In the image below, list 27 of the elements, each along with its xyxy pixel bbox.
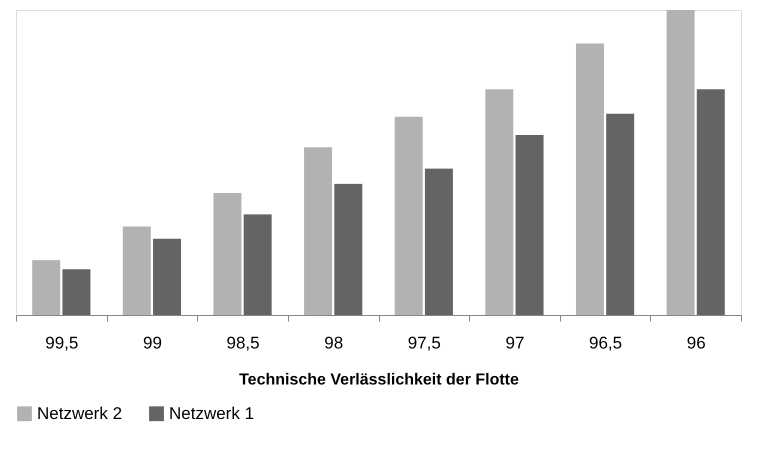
bar [576, 44, 604, 315]
bar [516, 135, 544, 315]
x-tick-label: 98,5 [226, 334, 260, 352]
bar [62, 269, 90, 315]
bar [666, 10, 695, 315]
bar [153, 238, 182, 315]
legend-label: Netzwerk 2 [37, 404, 122, 423]
bar [32, 260, 60, 315]
x-tick-label: 99 [142, 334, 162, 352]
x-tick-label: 96 [686, 334, 706, 352]
bar [213, 193, 242, 315]
legend-label: Netzwerk 1 [169, 404, 254, 423]
bar [696, 89, 725, 315]
bar [394, 116, 423, 315]
x-tick-label: 97,5 [408, 334, 441, 352]
bar [424, 168, 453, 315]
bar [334, 184, 362, 315]
bar [304, 147, 332, 315]
bar [244, 214, 272, 315]
bar [485, 89, 514, 315]
x-tick-label: 99,5 [45, 334, 78, 352]
x-axis-title: Technische Verlässlichkeit der Flotte [239, 372, 520, 388]
bar [122, 226, 151, 315]
x-tick-label: 96,5 [589, 334, 622, 352]
bar [606, 114, 634, 315]
x-tick-label: 98 [324, 334, 344, 352]
x-tick-label: 97 [505, 334, 524, 352]
